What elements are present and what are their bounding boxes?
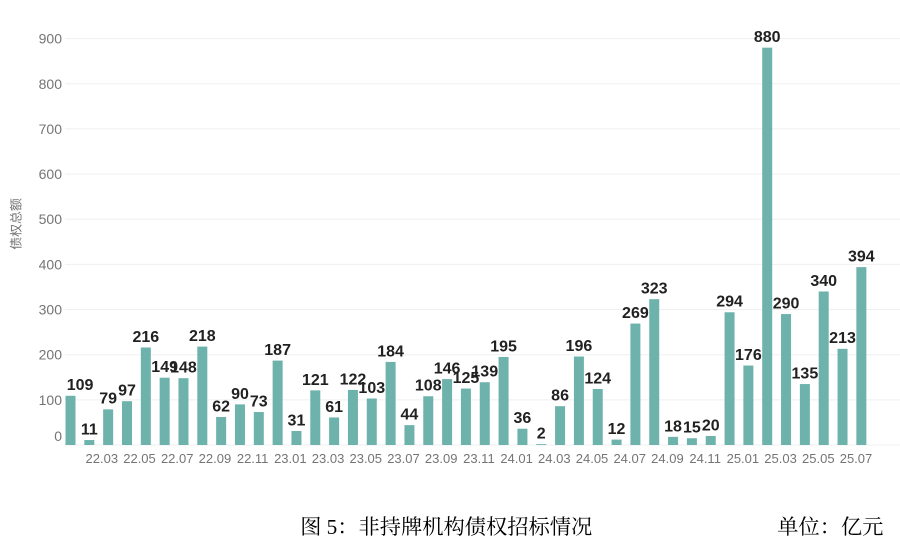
svg-text:25.01: 25.01 <box>727 451 760 466</box>
svg-text:124: 124 <box>584 370 611 387</box>
svg-text:340: 340 <box>810 273 837 290</box>
svg-text:213: 213 <box>829 330 856 347</box>
svg-text:44: 44 <box>401 407 419 424</box>
svg-text:294: 294 <box>716 294 743 311</box>
svg-text:200: 200 <box>39 347 63 363</box>
svg-text:62: 62 <box>212 398 230 415</box>
svg-text:146: 146 <box>434 360 461 377</box>
svg-text:149: 149 <box>151 359 178 376</box>
svg-text:18: 18 <box>664 418 682 435</box>
svg-text:394: 394 <box>848 249 875 266</box>
svg-text:25.07: 25.07 <box>840 451 873 466</box>
svg-text:300: 300 <box>39 302 63 318</box>
svg-text:108: 108 <box>415 378 442 395</box>
svg-text:24.05: 24.05 <box>576 451 609 466</box>
svg-text:23.01: 23.01 <box>274 451 307 466</box>
svg-text:24.09: 24.09 <box>651 451 684 466</box>
svg-text:600: 600 <box>39 166 63 182</box>
svg-text:290: 290 <box>773 295 800 312</box>
svg-text:97: 97 <box>118 383 136 400</box>
svg-text:36: 36 <box>514 410 532 427</box>
svg-text:90: 90 <box>231 386 249 403</box>
svg-text:196: 196 <box>566 338 593 355</box>
svg-text:100: 100 <box>39 392 63 408</box>
svg-text:900: 900 <box>39 31 63 47</box>
svg-text:195: 195 <box>490 338 517 355</box>
svg-text:86: 86 <box>551 388 569 405</box>
svg-text:25.03: 25.03 <box>764 451 797 466</box>
svg-text:20: 20 <box>702 417 720 434</box>
svg-text:700: 700 <box>39 121 63 137</box>
svg-text:22.07: 22.07 <box>161 451 194 466</box>
svg-text:148: 148 <box>170 360 197 377</box>
svg-text:22.03: 22.03 <box>86 451 119 466</box>
svg-text:23.03: 23.03 <box>312 451 345 466</box>
svg-text:109: 109 <box>67 377 94 394</box>
svg-text:31: 31 <box>288 412 306 429</box>
svg-text:269: 269 <box>622 305 649 322</box>
svg-text:500: 500 <box>39 211 63 227</box>
svg-text:22.09: 22.09 <box>199 451 232 466</box>
svg-text:323: 323 <box>641 281 668 298</box>
svg-text:23.07: 23.07 <box>387 451 420 466</box>
svg-text:184: 184 <box>377 343 404 360</box>
svg-text:23.11: 23.11 <box>463 451 495 466</box>
svg-text:103: 103 <box>358 380 385 397</box>
svg-text:23.05: 23.05 <box>349 451 382 466</box>
svg-text:139: 139 <box>471 364 498 381</box>
svg-text:15: 15 <box>683 420 701 437</box>
svg-text:0: 0 <box>54 428 62 444</box>
svg-text:12: 12 <box>608 421 626 438</box>
svg-text:121: 121 <box>302 372 329 389</box>
svg-text:400: 400 <box>39 256 63 272</box>
svg-text:218: 218 <box>189 328 216 345</box>
svg-text:79: 79 <box>99 391 117 408</box>
svg-text:22.05: 22.05 <box>123 451 156 466</box>
svg-text:800: 800 <box>39 76 63 92</box>
svg-text:125: 125 <box>453 370 480 387</box>
svg-text:187: 187 <box>264 342 291 359</box>
svg-text:5: 5 <box>327 515 338 539</box>
svg-text:25.05: 25.05 <box>802 451 835 466</box>
svg-text:11: 11 <box>81 421 98 438</box>
svg-text:22.11: 22.11 <box>237 451 269 466</box>
svg-text:216: 216 <box>132 329 159 346</box>
svg-text:24.07: 24.07 <box>613 451 646 466</box>
svg-text:61: 61 <box>325 399 343 416</box>
svg-text:24.11: 24.11 <box>689 451 721 466</box>
svg-text:176: 176 <box>735 347 762 364</box>
svg-text:880: 880 <box>754 29 781 46</box>
svg-text:122: 122 <box>340 371 367 388</box>
svg-text:24.03: 24.03 <box>538 451 571 466</box>
svg-text:2: 2 <box>537 426 546 443</box>
svg-text:73: 73 <box>250 393 268 410</box>
svg-text:24.01: 24.01 <box>500 451 533 466</box>
svg-text:23.09: 23.09 <box>425 451 458 466</box>
svg-text:135: 135 <box>792 365 819 382</box>
